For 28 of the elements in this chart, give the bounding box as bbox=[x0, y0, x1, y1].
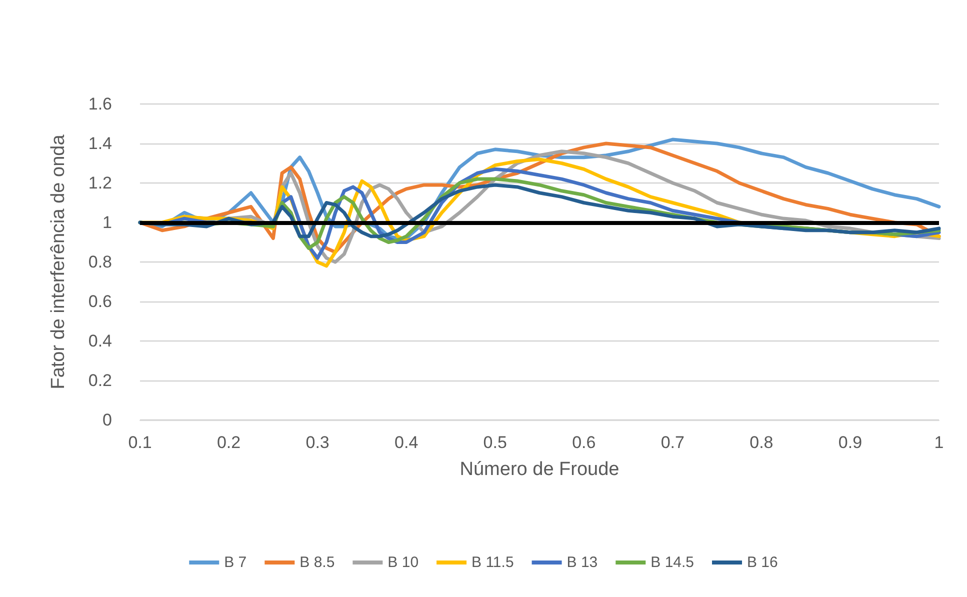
y-tick-label: 1.6 bbox=[88, 94, 112, 114]
legend-label: B 10 bbox=[388, 554, 419, 571]
y-tick-label: 1 bbox=[102, 213, 112, 232]
y-tick-label: 0.4 bbox=[88, 332, 112, 350]
x-tick-label: 1 bbox=[934, 433, 944, 452]
legend-label: B 13 bbox=[566, 554, 598, 571]
x-tick-label: 0.5 bbox=[483, 433, 507, 452]
y-tick-label: 0.2 bbox=[88, 371, 112, 390]
legend-label: B 16 bbox=[747, 554, 778, 571]
x-tick-label: 0.2 bbox=[216, 433, 241, 452]
x-tick-label: 0.7 bbox=[660, 433, 684, 452]
y-tick-label: 1.4 bbox=[88, 134, 112, 153]
x-tick-label: 0.3 bbox=[306, 433, 330, 452]
x-tick-label: 0.6 bbox=[572, 433, 596, 452]
x-axis-title: Número de Froude bbox=[460, 459, 620, 480]
legend-label: B 14.5 bbox=[650, 554, 694, 571]
y-tick-label: 0.6 bbox=[88, 292, 112, 311]
y-tick-label: 1.2 bbox=[88, 174, 112, 192]
x-tick-label: 0.4 bbox=[394, 433, 418, 452]
x-tick-label: 0.1 bbox=[128, 433, 152, 452]
x-tick-label: 0.8 bbox=[750, 433, 774, 452]
legend-label: B 11.5 bbox=[472, 554, 514, 571]
x-tick-label: 0.9 bbox=[838, 433, 862, 452]
legend-label: B 8.5 bbox=[300, 554, 335, 571]
y-tick-label: 0.8 bbox=[88, 252, 112, 272]
y-axis-title: Fator de interferência de onda bbox=[48, 134, 69, 390]
legend-label: B 7 bbox=[224, 554, 247, 571]
y-tick-label: 0 bbox=[102, 410, 112, 430]
